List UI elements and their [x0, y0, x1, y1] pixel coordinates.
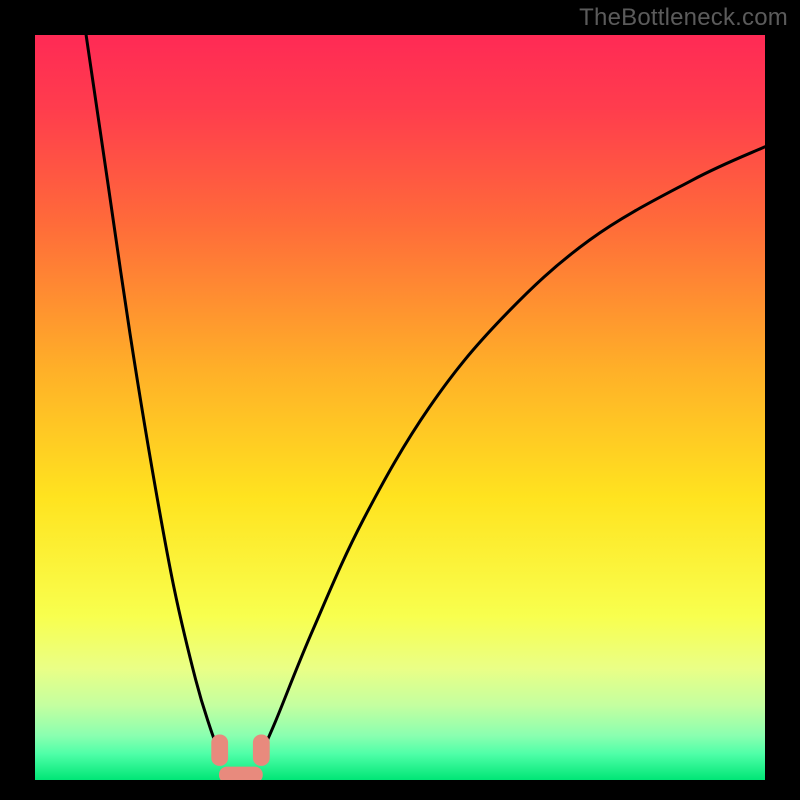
optimal-zone-markers — [35, 35, 765, 780]
optimal-zone-marker — [211, 735, 228, 766]
optimal-zone-marker — [253, 735, 270, 766]
watermark-text: TheBottleneck.com — [579, 4, 788, 32]
plot-area — [35, 35, 765, 780]
optimal-zone-marker — [219, 767, 263, 780]
